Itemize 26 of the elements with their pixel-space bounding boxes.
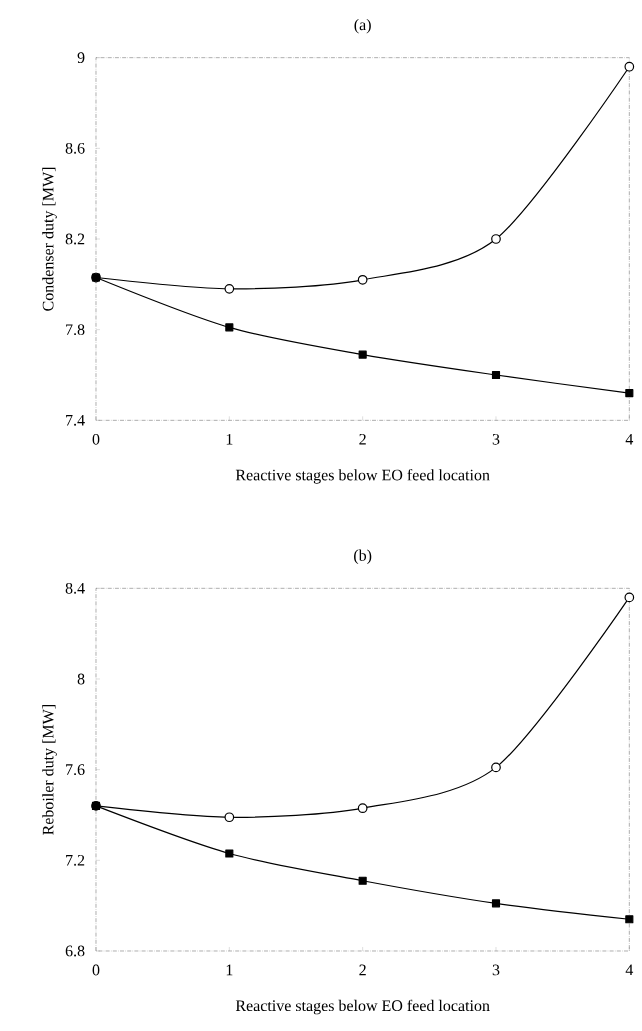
x-tick-label: 1: [226, 433, 233, 445]
x-tick-label: 3: [492, 964, 500, 976]
x-tick-label: 0: [92, 964, 100, 976]
y-axis-title: Condenser duty [MW]: [42, 167, 57, 311]
x-tick-label: 4: [625, 964, 634, 976]
y-tick-label: 8.2: [65, 233, 85, 245]
chart-title: (b): [354, 549, 372, 565]
chart-title: (a): [354, 18, 371, 34]
x-tick-label: 1: [226, 964, 233, 976]
x-tick-label: 2: [359, 964, 366, 976]
y-tick-label: 7.2: [66, 854, 85, 866]
y-tick-label: 7.8: [66, 324, 85, 336]
x-tick-label: 3: [492, 433, 500, 445]
y-tick-label: 9: [77, 52, 85, 64]
x-axis-title: Reactive stages below EO feed location: [235, 999, 490, 1015]
x-tick-label: 2: [359, 433, 366, 445]
y-tick-label: 7.6: [66, 764, 85, 776]
x-axis-title: Reactive stages below EO feed location: [235, 468, 490, 484]
y-tick-label: 6.8: [65, 945, 85, 957]
y-axis-title: Reboiler duty [MW]: [42, 705, 57, 835]
y-tick-label: 8.4: [65, 582, 85, 594]
y-tick-label: 8.6: [65, 142, 85, 154]
y-tick-label: 8: [77, 673, 85, 685]
x-tick-label: 4: [625, 433, 634, 445]
x-tick-label: 0: [92, 433, 100, 445]
y-tick-label: 7.4: [66, 414, 85, 426]
